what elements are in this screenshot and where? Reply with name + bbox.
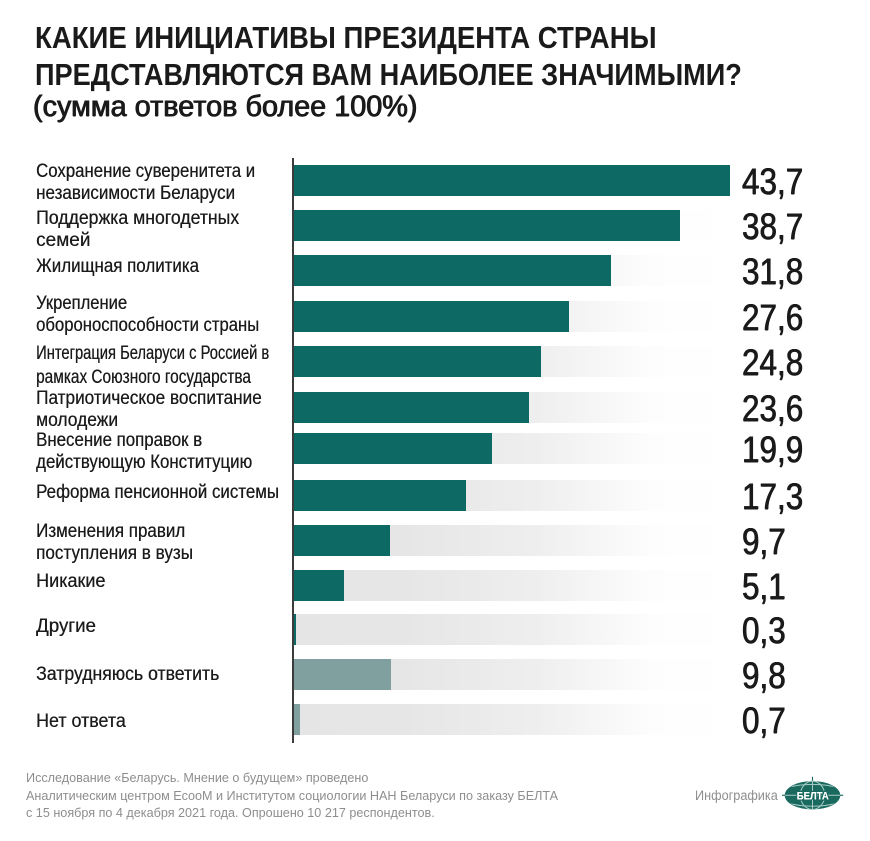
svg-text:БЕЛТА: БЕЛТА <box>797 790 829 802</box>
svg-text:БЕЛТА: БЕЛТА <box>797 790 829 802</box>
